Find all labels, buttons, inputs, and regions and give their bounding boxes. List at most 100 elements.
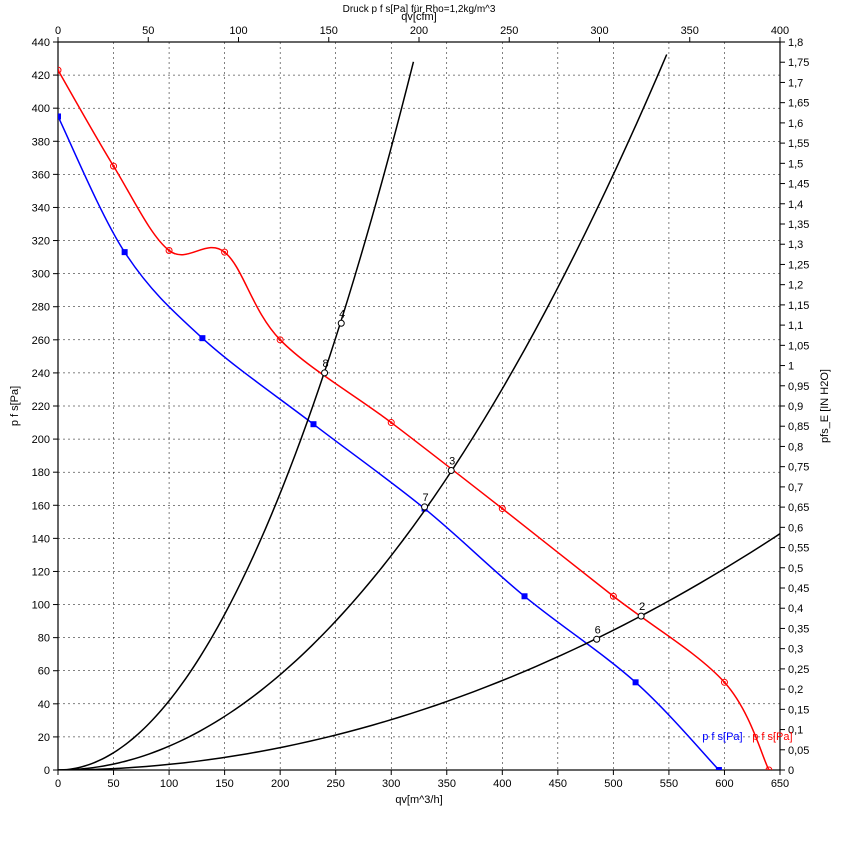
- y-right-tick-label: 0,85: [788, 421, 809, 433]
- intersection-marker: [322, 370, 328, 376]
- y-right-tick-label: 1,65: [788, 98, 809, 110]
- y-right-tick-label: 0,05: [788, 745, 809, 757]
- y-left-tick-label: 200: [32, 434, 50, 446]
- y-right-tick-label: 0,2: [788, 684, 803, 696]
- y-left-tick-label: 400: [32, 103, 50, 115]
- chart-title: Druck p f s[Pa] für Rho=1,2kg/m^3: [343, 4, 496, 15]
- x-top-tick-label: 100: [229, 25, 247, 37]
- x-bottom-tick-label: 250: [327, 778, 345, 790]
- y-right-tick-label: 1: [788, 361, 794, 373]
- marker-square: [522, 593, 528, 599]
- y-left-tick-label: 360: [32, 169, 50, 181]
- y-right-tick-label: 0,5: [788, 563, 803, 575]
- x-bottom-tick-label: 600: [715, 778, 733, 790]
- y-right-tick-label: 1,3: [788, 239, 803, 251]
- y-left-tick-label: 440: [32, 37, 50, 49]
- y-left-tick-label: 340: [32, 202, 50, 214]
- y-right-tick-label: 1,05: [788, 340, 809, 352]
- x-top-tick-label: 150: [320, 25, 338, 37]
- intersection-marker: [448, 468, 454, 474]
- y-left-tick-label: 220: [32, 401, 50, 413]
- chart-svg: 050100150200250300350400450500550600650q…: [0, 0, 857, 842]
- y-left-tick-label: 40: [38, 699, 50, 711]
- y-right-tick-label: 1,75: [788, 57, 809, 69]
- x-bottom-axis-title: qv[m^3/h]: [395, 794, 442, 806]
- y-right-tick-label: 0,9: [788, 401, 803, 413]
- marker-square: [122, 249, 128, 255]
- x-top-tick-label: 350: [681, 25, 699, 37]
- intersection-label: 7: [422, 492, 428, 504]
- y-right-tick-label: 0,25: [788, 664, 809, 676]
- y-left-tick-label: 280: [32, 302, 50, 314]
- intersection-label: 6: [595, 624, 601, 636]
- fan-curve-chart: 050100150200250300350400450500550600650q…: [0, 0, 857, 842]
- x-bottom-tick-label: 300: [382, 778, 400, 790]
- intersection-marker: [638, 613, 644, 619]
- y-left-tick-label: 100: [32, 600, 50, 612]
- y-right-tick-label: 0,95: [788, 381, 809, 393]
- y-right-tick-label: 1,7: [788, 77, 803, 89]
- marker-square: [633, 679, 639, 685]
- y-right-tick-label: 0,8: [788, 441, 803, 453]
- y-right-tick-label: 0: [788, 765, 794, 777]
- y-right-tick-label: 1,1: [788, 320, 803, 332]
- y-left-tick-label: 380: [32, 136, 50, 148]
- x-top-tick-label: 50: [142, 25, 154, 37]
- y-right-tick-label: 1,8: [788, 37, 803, 49]
- y-right-axis-title: pfs_E [IN H2O]: [819, 369, 831, 443]
- x-bottom-tick-label: 650: [771, 778, 789, 790]
- x-bottom-tick-label: 500: [604, 778, 622, 790]
- x-bottom-tick-label: 450: [549, 778, 567, 790]
- y-left-tick-label: 120: [32, 566, 50, 578]
- y-right-tick-label: 1,5: [788, 158, 803, 170]
- intersection-label: 4: [339, 308, 345, 320]
- intersection-label: 3: [449, 456, 455, 468]
- intersection-label: 2: [639, 601, 645, 613]
- intersection-label: 8: [323, 358, 329, 370]
- y-right-tick-label: 0,55: [788, 543, 809, 555]
- legend-label: p f s[Pa]: [752, 731, 792, 743]
- y-right-tick-label: 0,4: [788, 603, 803, 615]
- x-bottom-tick-label: 100: [160, 778, 178, 790]
- y-right-tick-label: 0,6: [788, 522, 803, 534]
- y-right-tick-label: 1,25: [788, 259, 809, 271]
- y-right-tick-label: 0,65: [788, 502, 809, 514]
- x-top-tick-label: 300: [590, 25, 608, 37]
- marker-square: [310, 421, 316, 427]
- x-bottom-tick-label: 350: [438, 778, 456, 790]
- y-right-tick-label: 0,15: [788, 704, 809, 716]
- x-top-tick-label: 400: [771, 25, 789, 37]
- y-left-tick-label: 260: [32, 335, 50, 347]
- y-right-tick-label: 1,2: [788, 280, 803, 292]
- x-top-tick-label: 0: [55, 25, 61, 37]
- y-left-tick-label: 300: [32, 269, 50, 281]
- marker-square: [199, 335, 205, 341]
- x-top-tick-label: 250: [500, 25, 518, 37]
- y-left-tick-label: 20: [38, 732, 50, 744]
- x-bottom-tick-label: 50: [107, 778, 119, 790]
- x-top-tick-label: 200: [410, 25, 428, 37]
- y-right-tick-label: 0,35: [788, 623, 809, 635]
- y-left-tick-label: 160: [32, 500, 50, 512]
- x-bottom-tick-label: 200: [271, 778, 289, 790]
- y-right-tick-label: 1,45: [788, 179, 809, 191]
- y-left-tick-label: 60: [38, 666, 50, 678]
- x-bottom-tick-label: 550: [660, 778, 678, 790]
- y-right-tick-label: 1,6: [788, 118, 803, 130]
- intersection-marker: [422, 504, 428, 510]
- y-right-tick-label: 1,15: [788, 300, 809, 312]
- x-bottom-tick-label: 400: [493, 778, 511, 790]
- y-left-tick-label: 0: [44, 765, 50, 777]
- y-left-tick-label: 240: [32, 368, 50, 380]
- y-right-tick-label: 0,45: [788, 583, 809, 595]
- y-left-tick-label: 80: [38, 633, 50, 645]
- y-right-tick-label: 0,75: [788, 462, 809, 474]
- y-left-tick-label: 140: [32, 533, 50, 545]
- intersection-marker: [594, 636, 600, 642]
- x-bottom-tick-label: 0: [55, 778, 61, 790]
- y-right-tick-label: 0,3: [788, 644, 803, 656]
- y-left-tick-label: 320: [32, 236, 50, 248]
- y-right-tick-label: 0,7: [788, 482, 803, 494]
- legend-label: p f s[Pa]: [702, 731, 742, 743]
- x-bottom-tick-label: 150: [215, 778, 233, 790]
